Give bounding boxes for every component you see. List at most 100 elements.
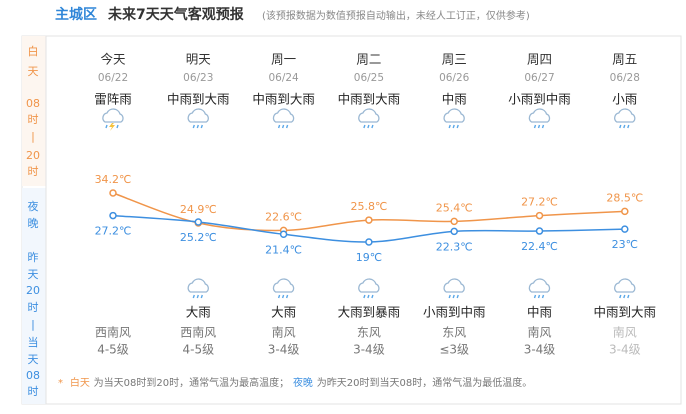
wind-level: 3-4级 (353, 343, 385, 357)
wind-level: 3-4级 (524, 343, 556, 357)
temperature-point (450, 227, 458, 236)
sidebar-night-label: 时 (28, 301, 39, 314)
wind-direction: 西南风 (95, 325, 131, 340)
night-weather: 小雨到中雨 (423, 305, 486, 320)
sidebar-night-label: 晚 (28, 217, 39, 230)
weather-icon (102, 108, 124, 132)
night-weather: 中雨 (527, 305, 552, 320)
title: 未来7天天气客观预报 (108, 6, 244, 23)
day-sidebar (22, 36, 46, 186)
sidebar-night-label: 时 (28, 385, 39, 398)
date: 06/26 (439, 72, 470, 84)
weather-icon (187, 108, 210, 129)
footer-night-text: 为昨天20时到当天08时，通常气温为最低温度。 (317, 376, 532, 389)
weather-icon (272, 108, 295, 129)
weather-icon (528, 278, 551, 299)
sidebar-night-label: 20 (26, 284, 40, 297)
day-name: 明天 (186, 52, 212, 67)
weather-icon (613, 278, 636, 299)
night-sidebar (22, 188, 46, 404)
temperature-label: 21.4℃ (265, 243, 302, 256)
weather-icon (187, 278, 210, 299)
footer-marker: * (58, 378, 63, 389)
day-weather: 雷阵雨 (94, 92, 132, 107)
day-name: 周二 (356, 52, 381, 67)
temperature-point (535, 227, 544, 235)
temperature-point (109, 189, 117, 197)
temperature-label: 34.2℃ (95, 173, 132, 186)
sidebar-day-label: 20 (26, 149, 40, 162)
day-name: 周三 (442, 52, 467, 67)
temperature-label: 27.2℃ (95, 225, 132, 238)
wind-direction: 东风 (442, 326, 466, 340)
footer: * 白天 为当天08时到20时，通常气温为最高温度； 夜晚 为昨天20时到当天0… (58, 376, 532, 390)
weather-icon (443, 278, 465, 299)
sidebar-day-label: 白 (28, 44, 39, 58)
footer-day-term: 白天 (70, 376, 90, 389)
temperature-label: 27.2℃ (521, 196, 558, 209)
temperature-point (535, 211, 544, 220)
weather-icon (272, 278, 295, 299)
wind-direction: 南风 (527, 325, 551, 340)
day-weather: 小雨 (612, 92, 637, 107)
temperature-point (450, 217, 458, 226)
sidebar-night-label: 当 (28, 335, 39, 349)
temperature-label: 24.9℃ (180, 203, 217, 216)
temperature-label: 28.5℃ (606, 191, 643, 204)
weather-icon (443, 108, 465, 129)
wind-direction: 西南风 (180, 325, 216, 340)
temperature-label: 25.4℃ (436, 201, 473, 214)
temperature-point (194, 218, 203, 226)
day-weather: 小雨到中雨 (508, 92, 571, 107)
sidebar-night-label: 昨 (28, 251, 39, 264)
night-weather: 大雨 (271, 305, 296, 320)
wind-level: 3-4级 (268, 343, 300, 357)
temperature-point (109, 211, 117, 220)
subtitle: (该预报数据为数值预报自动输出，未经人工订正，仅供参考) (262, 9, 530, 22)
sidebar-night-label: | (31, 318, 35, 331)
date: 06/24 (268, 72, 299, 84)
date: 06/25 (354, 72, 384, 84)
footer-night-term: 夜晚 (293, 376, 313, 389)
temperature-point (365, 238, 373, 246)
temperature-label: 22.6℃ (265, 210, 302, 223)
day-name: 周一 (271, 52, 296, 67)
temperature-point (621, 207, 629, 216)
wind-level: 3-4级 (609, 343, 641, 357)
weather-icon (613, 108, 636, 129)
sidebar-night-label: 天 (28, 353, 39, 366)
day-name: 今天 (100, 52, 126, 67)
temperature-point (279, 230, 288, 239)
day-weather: 中雨 (442, 92, 467, 107)
temperature-label: 25.2℃ (180, 231, 217, 244)
night-weather: 中雨到大雨 (594, 305, 657, 320)
temperature-label: 22.3℃ (436, 240, 473, 253)
sidebar-day-label: 时 (28, 113, 39, 126)
sidebar-day-label: | (31, 130, 35, 143)
day-name: 周五 (612, 52, 637, 67)
wind-level: 4-5级 (182, 343, 214, 357)
day-weather: 中雨到大雨 (338, 92, 401, 107)
footer-day-text: 为当天08时到20时，通常气温为最高温度； (94, 376, 289, 389)
wind-level: 4-5级 (97, 343, 129, 357)
date: 06/28 (610, 72, 640, 84)
night-weather: 大雨 (186, 305, 211, 320)
weather-icon (528, 108, 551, 129)
date: 06/27 (524, 72, 554, 84)
day-weather: 中雨到大雨 (252, 92, 315, 107)
temperature-label: 23℃ (612, 238, 638, 251)
day-weather: 中雨到大雨 (167, 92, 230, 107)
temperature-point (621, 225, 629, 233)
sidebar-night-label: 夜 (28, 199, 39, 213)
wind-level: ≤3级 (439, 343, 469, 357)
sidebar-day-label: 时 (28, 165, 39, 178)
date: 06/22 (98, 72, 128, 84)
temperature-label: 25.8℃ (350, 200, 387, 213)
sidebar-day-label: 08 (26, 97, 40, 110)
sidebar-night-label: 天 (28, 268, 39, 281)
date: 06/23 (183, 72, 213, 84)
wind-direction: 东风 (357, 326, 381, 340)
temperature-label: 22.4℃ (521, 240, 558, 253)
weather-icon (358, 108, 380, 129)
